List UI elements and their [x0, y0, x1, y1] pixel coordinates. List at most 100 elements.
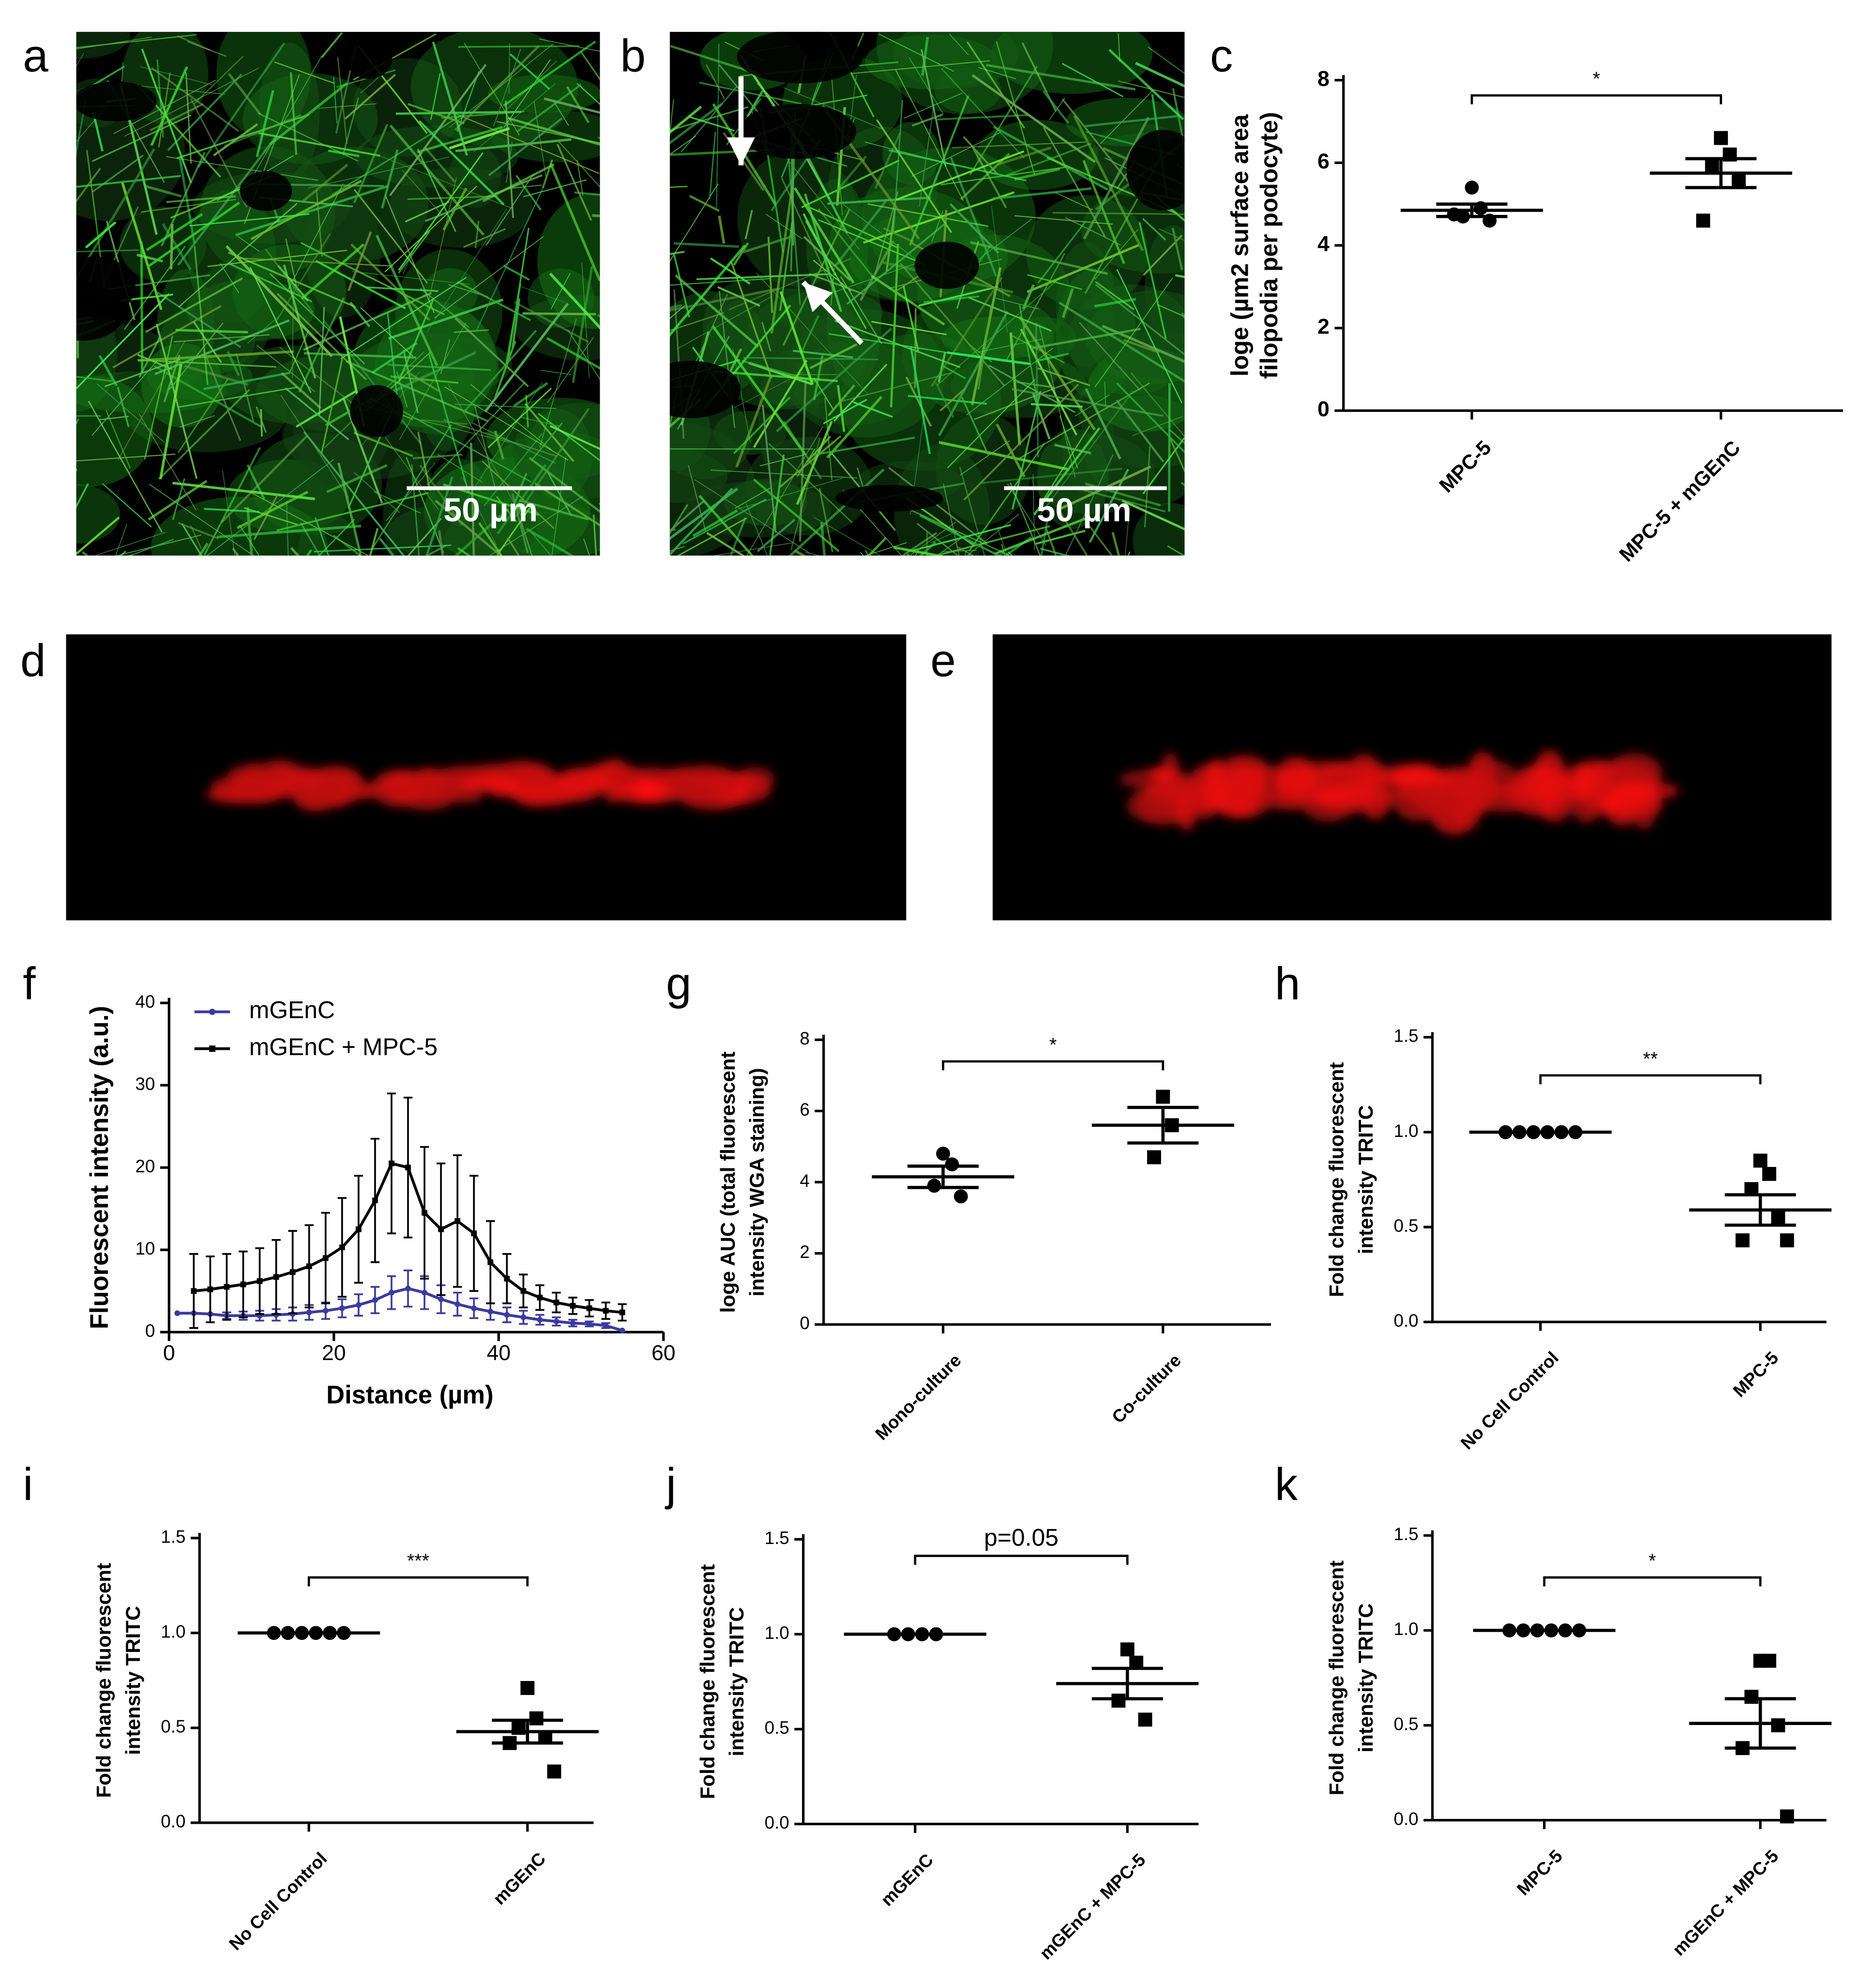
- fiber: [159, 364, 182, 480]
- fiber: [384, 185, 478, 272]
- data-point: [422, 1210, 427, 1216]
- series-line: [177, 1287, 623, 1332]
- stain: [1160, 752, 1181, 805]
- fiber: [893, 546, 945, 556]
- fiber: [876, 119, 953, 233]
- data-point: [529, 1711, 544, 1726]
- fiber: [123, 245, 186, 330]
- fiber: [1065, 217, 1121, 246]
- fiber: [381, 149, 399, 209]
- fiber: [911, 132, 1001, 177]
- fiber: [853, 401, 893, 418]
- fiber: [76, 36, 152, 50]
- fiber: [766, 214, 802, 239]
- fiber: [546, 337, 600, 370]
- arrow-head: [727, 137, 755, 166]
- fiber: [463, 228, 506, 248]
- fiber: [943, 484, 960, 556]
- fiber: [1181, 312, 1185, 320]
- fiber: [145, 185, 182, 198]
- fiber: [793, 187, 855, 284]
- fiber: [471, 422, 556, 464]
- cell-glow: [1105, 331, 1185, 378]
- fiber: [1094, 228, 1139, 280]
- fiber: [1100, 90, 1153, 144]
- fiber: [733, 242, 749, 266]
- fiber: [1003, 142, 1092, 177]
- y-tick-label: 1.0: [161, 1621, 185, 1641]
- y-tick-label: 4: [800, 1171, 809, 1191]
- data-point: [1771, 1211, 1785, 1225]
- fiber: [1061, 98, 1137, 193]
- fiber: [285, 238, 298, 288]
- fiber: [106, 409, 131, 469]
- stain: [395, 776, 458, 811]
- fiber: [508, 43, 511, 94]
- fiber: [181, 523, 203, 556]
- y-axis-label: intensity WGA staining): [745, 1068, 768, 1296]
- data-point: [936, 1147, 950, 1161]
- fiber: [417, 126, 503, 153]
- fiber: [464, 382, 543, 503]
- fiber: [1127, 551, 1131, 556]
- fiber: [158, 72, 171, 148]
- fiber: [474, 405, 496, 490]
- fiber: [709, 132, 716, 199]
- fiber: [99, 415, 129, 421]
- fiber: [458, 45, 579, 48]
- fiber: [225, 245, 333, 358]
- fiber: [908, 57, 944, 115]
- data-point: [422, 1289, 427, 1296]
- fiber: [963, 384, 1079, 500]
- fiber: [546, 471, 573, 516]
- fiber: [669, 499, 706, 532]
- data-point: [603, 1322, 609, 1329]
- fiber: [813, 259, 851, 291]
- fiber: [177, 35, 211, 51]
- stain: [1198, 799, 1253, 813]
- fiber: [525, 394, 529, 428]
- fiber: [147, 201, 240, 268]
- fiber: [258, 132, 381, 157]
- fiber: [732, 348, 751, 442]
- fiber: [440, 339, 451, 374]
- fiber: [449, 44, 554, 128]
- fiber: [669, 103, 723, 145]
- fiber: [1169, 439, 1185, 473]
- fiber: [1168, 383, 1171, 512]
- data-point: [927, 1179, 941, 1193]
- data-point: [520, 1681, 535, 1695]
- fiber: [76, 376, 113, 382]
- data-point: [405, 1286, 411, 1292]
- fiber: [919, 514, 1001, 556]
- fiber: [729, 517, 746, 556]
- fiber: [301, 243, 365, 300]
- data-point: [174, 1310, 181, 1317]
- fiber: [256, 345, 316, 393]
- fiber: [295, 390, 357, 428]
- fiber: [911, 113, 943, 127]
- fibers: [76, 31, 600, 556]
- stain: [1611, 769, 1656, 781]
- x-tick-label: 40: [486, 1341, 511, 1365]
- stain: [665, 782, 715, 802]
- y-tick-label: 1.5: [765, 1528, 789, 1548]
- fiber: [549, 425, 600, 450]
- x-tick-label: Co-culture: [1108, 1350, 1185, 1427]
- fiber: [909, 347, 931, 454]
- fiber: [455, 138, 572, 152]
- stain: [1148, 767, 1175, 781]
- fiber: [323, 320, 422, 445]
- fiber: [366, 286, 439, 292]
- fiber: [507, 117, 600, 146]
- fiber: [76, 34, 197, 48]
- fiber: [1007, 551, 1013, 556]
- fiber: [151, 67, 240, 132]
- data-point: [487, 1259, 494, 1265]
- fiber: [178, 522, 219, 540]
- fiber: [1116, 269, 1183, 404]
- fiber: [556, 144, 592, 221]
- fiber: [449, 127, 510, 150]
- fiber: [1135, 61, 1185, 88]
- fiber: [1012, 388, 1164, 417]
